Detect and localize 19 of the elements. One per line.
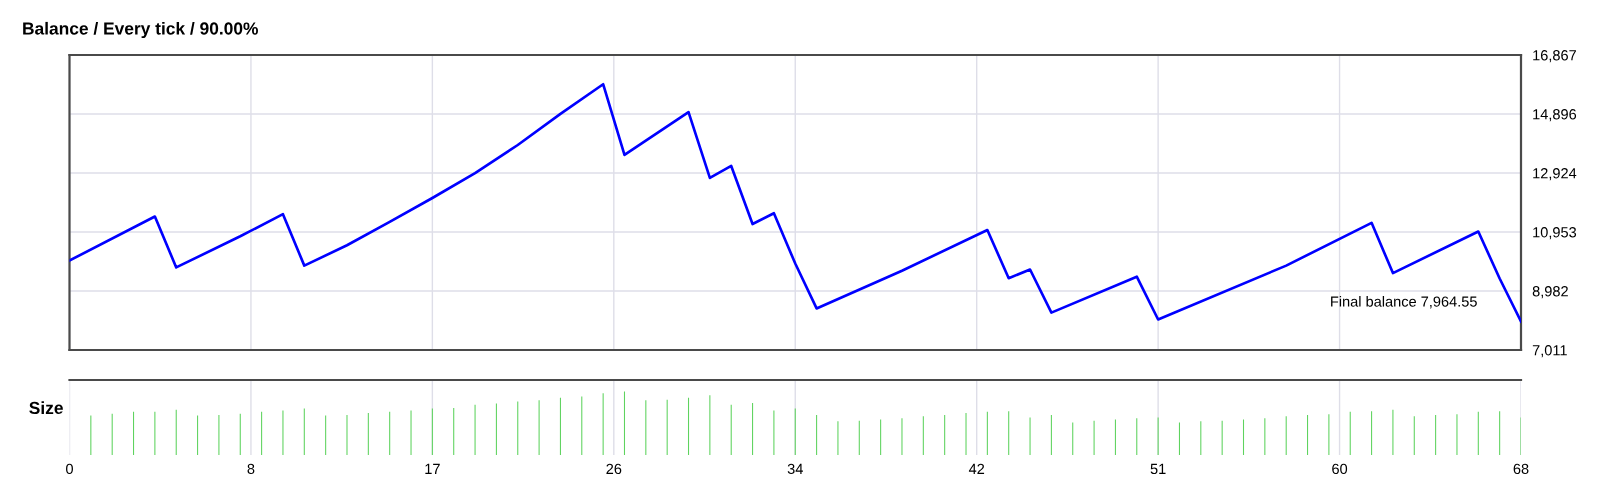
y-tick-label: 10,953 [1533, 227, 1577, 240]
x-tick-label: 51 [1150, 463, 1166, 475]
x-tick-label: 0 [66, 463, 73, 475]
x-tick-label: 34 [787, 463, 803, 475]
x-tick-label: 60 [1332, 463, 1348, 475]
y-axis-title: Size [29, 401, 63, 415]
y-tick-label: 8,982 [1532, 286, 1568, 299]
x-tick-label: 68 [1513, 463, 1529, 475]
x-tick-label: 8 [247, 463, 255, 475]
y-tick-label: 14,896 [1533, 109, 1577, 122]
annotation: Final balance 7,964.55 [1331, 296, 1477, 309]
x-tick-label: 17 [425, 463, 440, 474]
y-tick-label: 16,867 [1533, 50, 1576, 63]
line-series [69, 82, 1521, 323]
x-tick-label: 42 [968, 463, 985, 474]
chart-title: Balance / Every tick / 90.00% [23, 21, 258, 39]
x-tick-label: 26 [606, 463, 622, 475]
y-tick-label: 12,924 [1533, 168, 1577, 181]
y-tick-label: 7,011 [1532, 345, 1567, 358]
